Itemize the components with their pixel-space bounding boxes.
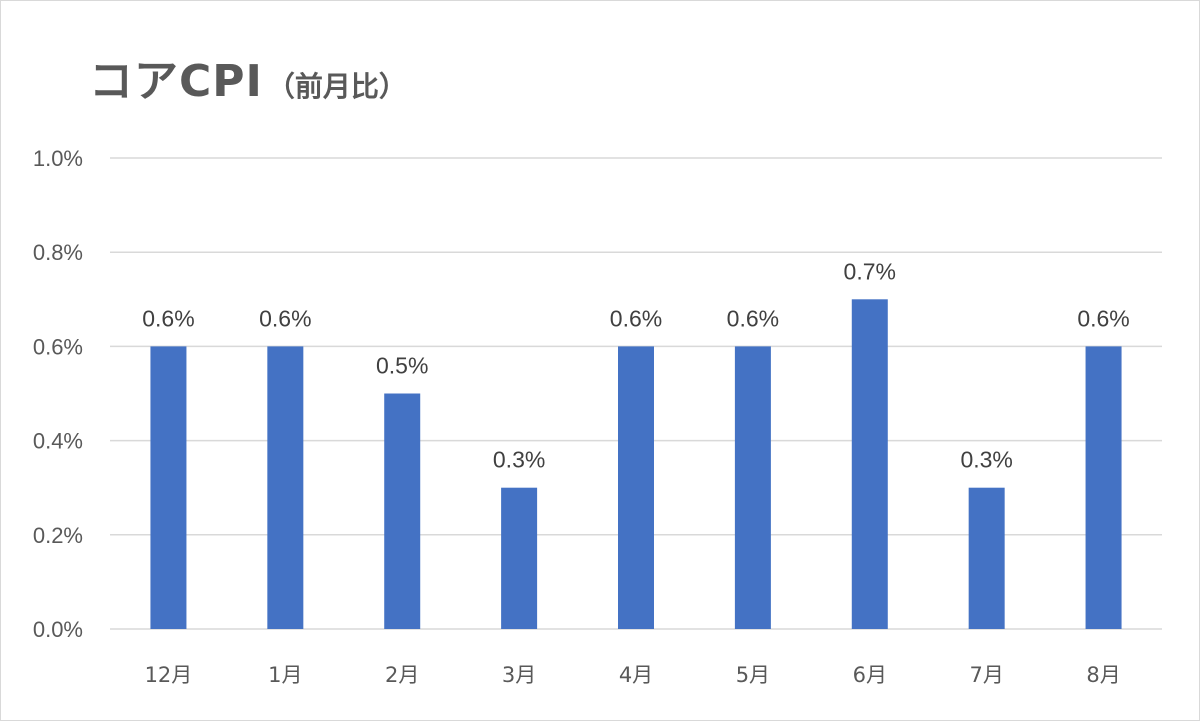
bar — [501, 487, 538, 629]
data-label: 0.6% — [727, 305, 779, 331]
data-label: 0.6% — [259, 305, 311, 331]
x-tick-label: 3月 — [502, 663, 536, 687]
bar — [618, 346, 654, 629]
data-label: 0.6% — [1077, 305, 1129, 331]
bar — [384, 393, 421, 629]
x-tick-label: 6月 — [853, 663, 887, 687]
y-tick-label: 0.8% — [33, 240, 83, 265]
data-label: 0.3% — [960, 447, 1012, 473]
x-tick-label: 2月 — [385, 663, 419, 687]
y-tick-label: 0.2% — [33, 523, 83, 548]
bar — [734, 346, 771, 629]
data-label: 0.3% — [493, 447, 545, 473]
x-tick-label: 7月 — [969, 663, 1003, 687]
data-label: 0.6% — [142, 305, 194, 331]
bar — [150, 346, 187, 629]
bar — [968, 487, 1005, 629]
y-tick-label: 1.0% — [33, 146, 83, 171]
bar — [267, 346, 304, 629]
data-label: 0.7% — [844, 258, 896, 284]
x-tick-label: 1月 — [268, 663, 302, 687]
y-tick-label: 0.0% — [33, 617, 83, 642]
x-tick-label: 8月 — [1086, 663, 1120, 687]
bar — [1085, 346, 1122, 629]
bar — [851, 299, 888, 629]
x-tick-label: 12月 — [145, 663, 193, 687]
chart-title: コアCPI （前月比） — [89, 45, 407, 109]
y-tick-label: 0.6% — [33, 334, 83, 359]
chart-title-sub: （前月比） — [266, 70, 407, 103]
x-tick-label: 4月 — [619, 663, 653, 687]
chart-title-main: コアCPI — [89, 56, 263, 107]
data-label: 0.5% — [376, 353, 428, 379]
data-label: 0.6% — [610, 305, 662, 331]
x-tick-label: 5月 — [736, 663, 770, 687]
y-tick-label: 0.4% — [33, 429, 83, 454]
